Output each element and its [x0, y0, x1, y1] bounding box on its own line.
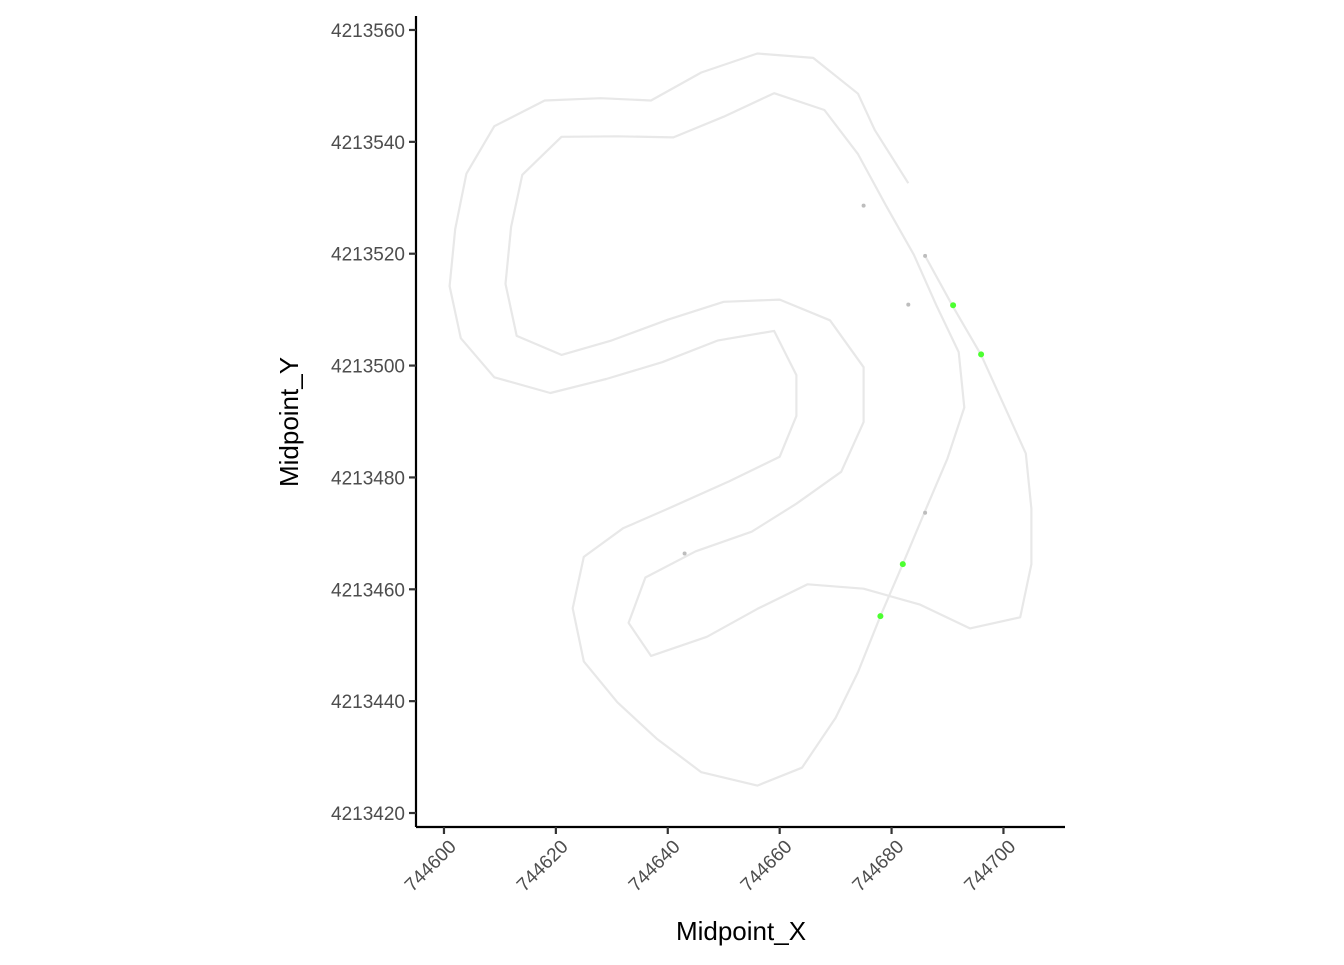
data-point-1-3	[877, 613, 884, 620]
y-tick-label-1: 4213440	[331, 692, 405, 713]
data-point-0-3	[923, 510, 928, 515]
y-tick-label-3: 4213480	[331, 468, 405, 489]
data-point-1-2	[899, 561, 906, 568]
x-tick-label-1: 744620	[513, 836, 573, 896]
y-tick-label-5: 4213520	[331, 245, 405, 266]
x-axis-title: Midpoint_X	[676, 916, 806, 946]
data-point-1-1	[978, 351, 985, 358]
y-tick-label-4: 4213500	[331, 357, 405, 378]
bank-lines-layer	[448, 52, 1033, 787]
y-axis-title: Midpoint_Y	[274, 357, 304, 487]
x-tick-label-5: 744700	[961, 836, 1021, 896]
y-tick-label-6: 4213540	[331, 133, 405, 154]
x-tick-label-3: 744660	[737, 836, 797, 896]
y-tick-label-0: 4213420	[331, 804, 405, 825]
axes-layer: 744600 744620 744640 744660 744680 744700 4213…	[331, 16, 1065, 896]
points-layer	[682, 203, 985, 620]
y-tick-label-2: 4213460	[331, 580, 405, 601]
data-point-0-2	[906, 302, 911, 307]
data-point-0-1	[923, 253, 928, 258]
data-point-1-0	[950, 302, 957, 309]
x-tick-label-4: 744680	[849, 836, 909, 896]
data-point-0-4	[682, 551, 687, 556]
x-tick-label-2: 744640	[625, 836, 685, 896]
x-tick-label-0: 744600	[401, 836, 461, 896]
bank-line-0	[448, 52, 1033, 787]
data-point-0-0	[861, 203, 866, 208]
y-tick-label-7: 4213560	[331, 21, 405, 42]
